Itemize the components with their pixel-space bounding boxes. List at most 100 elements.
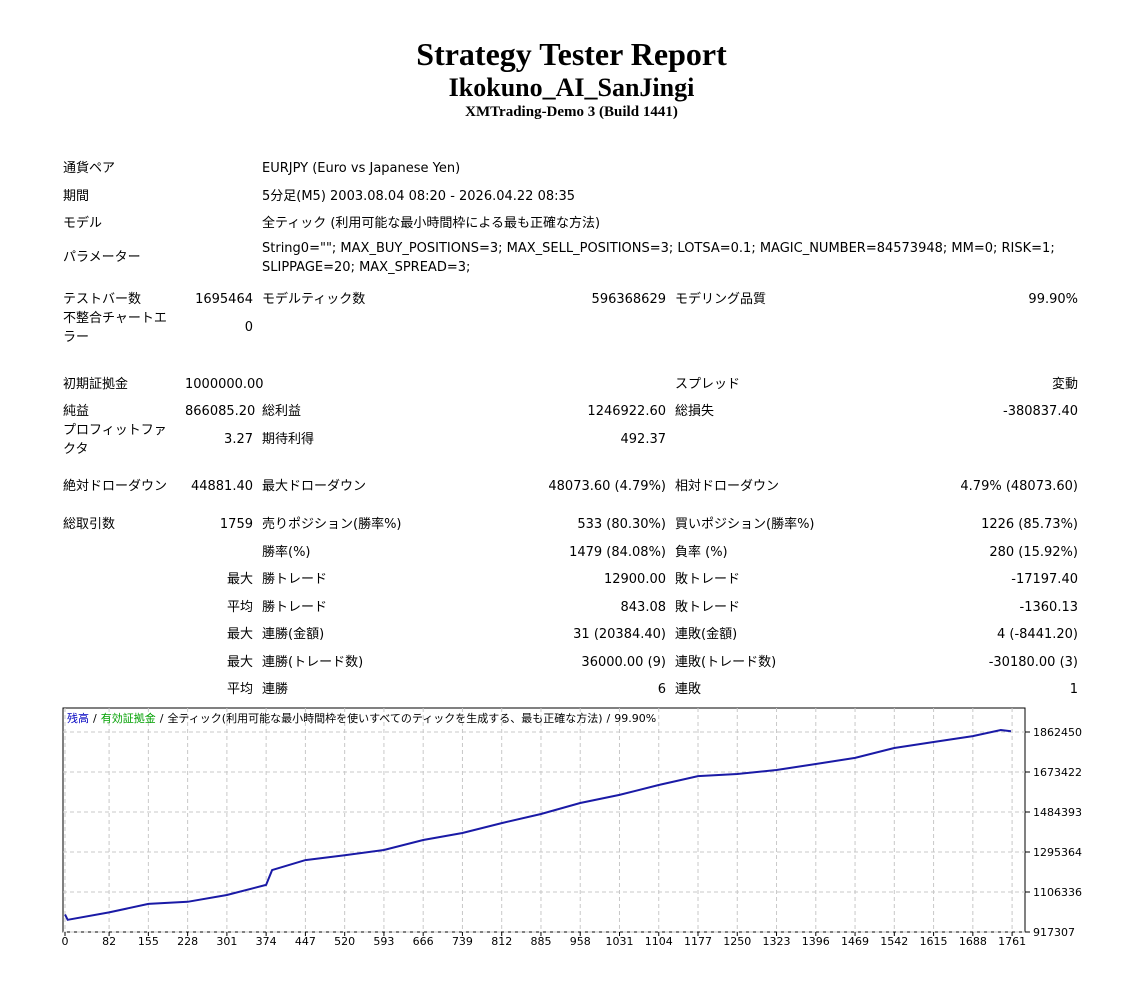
stat-label: 純益 xyxy=(63,404,90,419)
stat-value: 48073.60 (4.79%) xyxy=(548,479,666,494)
stat-label: 負率 (%) xyxy=(675,545,728,560)
x-tick-label: 1688 xyxy=(959,935,987,948)
x-tick-label: 593 xyxy=(373,935,394,948)
stat-value: 492.37 xyxy=(620,432,667,447)
stat-label: 相対ドローダウン xyxy=(675,479,780,494)
x-tick-label: 301 xyxy=(216,935,237,948)
x-tick-label: 228 xyxy=(177,935,198,948)
balance-chart: 917307 1106336 1295364 1484393 1673422 186245… xyxy=(62,707,1082,948)
info-value: String0=""; MAX_BUY_POSITIONS=3; MAX_SEL… xyxy=(262,241,1055,275)
stat-prefix: 最大 xyxy=(226,655,253,670)
stat-value: 1226 (85.73%) xyxy=(981,517,1078,532)
y-tick-label: 1484393 xyxy=(1033,806,1082,819)
stat-label: 敗トレード xyxy=(675,600,741,615)
stat-value: -380837.40 xyxy=(1003,404,1078,419)
stat-label: 総損失 xyxy=(675,404,715,419)
legend-item: 残高 xyxy=(67,711,89,725)
stat-label: 勝トレード xyxy=(262,600,328,615)
stat-value: 36000.00 (9) xyxy=(581,655,666,670)
x-tick-label: 520 xyxy=(334,935,355,948)
x-tick-label: 958 xyxy=(570,935,591,948)
stat-label: 総利益 xyxy=(262,404,302,419)
stat-value: 44881.40 xyxy=(190,479,253,494)
stat-value: -30180.00 (3) xyxy=(988,655,1078,670)
info-label: 通貨ペア xyxy=(63,161,116,176)
stat-label: 買いポジション(勝率%) xyxy=(675,517,815,532)
stat-prefix: 最大 xyxy=(226,627,253,642)
stat-value: 1246922.60 xyxy=(587,404,666,419)
x-tick-label: 374 xyxy=(256,935,277,948)
x-tick-label: 666 xyxy=(413,935,434,948)
title: Strategy Tester Report xyxy=(416,36,727,72)
x-tick-label: 1615 xyxy=(920,935,948,948)
info-label: パラメーター xyxy=(63,250,141,265)
x-tick-label: 1761 xyxy=(998,935,1026,948)
stat-value: 866085.20 xyxy=(185,404,256,419)
stat-prefix: 平均 xyxy=(226,600,253,615)
x-tick-label: 885 xyxy=(530,935,551,948)
stat-label: プロフィットファクタ xyxy=(63,423,167,457)
stat-label: 連敗 xyxy=(675,682,702,697)
stat-value: 99.90% xyxy=(1028,292,1078,307)
legend-item: / xyxy=(607,712,611,725)
x-tick-label: 155 xyxy=(138,935,159,948)
stat-label: テストバー数 xyxy=(63,292,142,307)
y-tick-label: 917307 xyxy=(1033,926,1075,939)
x-tick-label: 82 xyxy=(102,935,116,948)
stat-value: 1759 xyxy=(219,517,253,532)
stat-label: モデルティック数 xyxy=(262,292,366,307)
x-tick-label: 447 xyxy=(295,935,316,948)
stat-label: 勝率(%) xyxy=(262,545,311,560)
stat-label: 勝トレード xyxy=(262,572,328,587)
stat-label: 絶対ドローダウン xyxy=(63,479,168,494)
stat-value: -1360.13 xyxy=(1019,600,1078,615)
stat-value: 31 (20384.40) xyxy=(573,627,666,642)
x-tick-label: 1469 xyxy=(841,935,869,948)
info-value: EURJPY (Euro vs Japanese Yen) xyxy=(262,161,461,176)
stat-value: 1695464 xyxy=(195,292,253,307)
stat-value: 4 (-8441.20) xyxy=(997,627,1078,642)
info-label: 期間 xyxy=(63,189,90,204)
stat-label: 初期証拠金 xyxy=(63,377,129,392)
y-tick-label: 1295364 xyxy=(1033,846,1082,859)
stat-value: 6 xyxy=(657,682,666,697)
server: XMTrading-Demo 3 (Build 1441) xyxy=(465,104,678,120)
stat-value: 843.08 xyxy=(620,600,667,615)
legend-item: 99.90% xyxy=(614,712,656,725)
stat-label: 最大ドローダウン xyxy=(262,479,367,494)
y-tick-label: 1862450 xyxy=(1033,726,1082,739)
stat-value: 3.27 xyxy=(224,432,253,447)
y-tick-label: 1106336 xyxy=(1033,886,1082,899)
stat-label: 不整合チャートエラー xyxy=(63,311,167,345)
stat-label: 連勝(トレード数) xyxy=(262,655,364,670)
stat-value: 596368629 xyxy=(591,292,666,307)
x-tick-label: 1177 xyxy=(684,935,712,948)
info-label: モデル xyxy=(63,216,103,231)
x-tick-label: 1542 xyxy=(880,935,908,948)
x-tick-label: 812 xyxy=(491,935,512,948)
x-tick-label: 1396 xyxy=(802,935,830,948)
stat-label: 敗トレード xyxy=(675,572,741,587)
legend-item: / xyxy=(160,712,164,725)
x-tick-label: 0 xyxy=(62,935,69,948)
stat-label: 連敗(トレード数) xyxy=(675,655,777,670)
stat-value: 4.79% (48073.60) xyxy=(960,479,1078,494)
stat-value: 1000000.00 xyxy=(185,377,264,392)
stat-label: 総取引数 xyxy=(63,517,116,532)
stat-prefix: 平均 xyxy=(226,682,253,697)
x-tick-label: 1031 xyxy=(605,935,633,948)
stat-value: 280 (15.92%) xyxy=(989,545,1078,560)
stat-label: 期待利得 xyxy=(262,432,315,447)
balance-line xyxy=(64,728,1012,921)
stat-value: 0 xyxy=(244,320,253,335)
stat-value: 変動 xyxy=(1051,377,1078,392)
stat-value: 12900.00 xyxy=(603,572,666,587)
x-tick-label: 1104 xyxy=(645,935,673,948)
y-tick-label: 1673422 xyxy=(1033,766,1082,779)
stat-label: 連勝(金額) xyxy=(262,627,325,642)
info-value: 5分足(M5) 2003.08.04 08:20 - 2026.04.22 08… xyxy=(262,189,576,204)
info-value: 全ティック (利用可能な最小時間枠による最も正確な方法) xyxy=(262,216,601,231)
stat-value: 1479 (84.08%) xyxy=(569,545,666,560)
legend: 残高 / 有効証拠金 / 全ティック(利用可能な最小時間枠を使いすべてのティックを生成す… xyxy=(67,711,656,725)
